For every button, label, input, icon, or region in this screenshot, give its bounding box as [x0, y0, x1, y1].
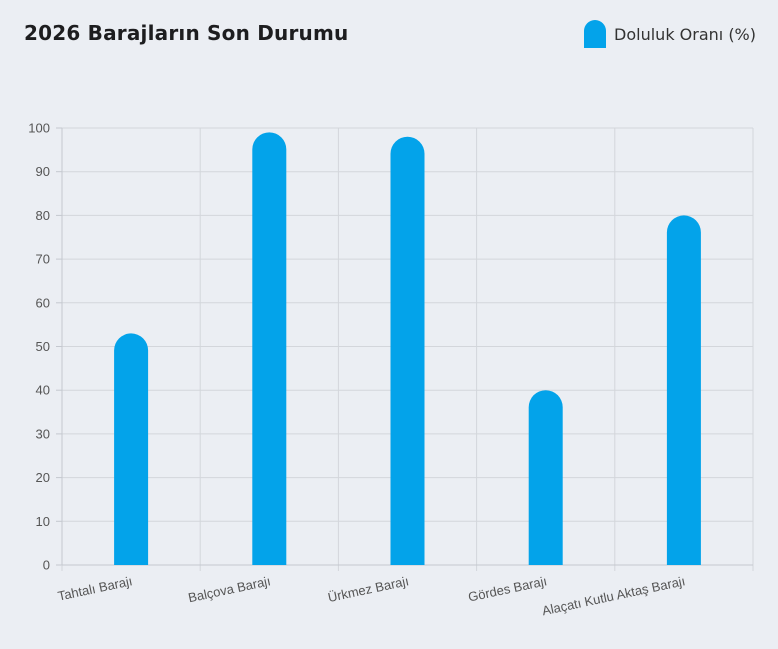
legend-label: Doluluk Oranı (%) — [614, 24, 756, 44]
y-tick-label: 40 — [36, 383, 50, 398]
chart-title: 2026 Barajların Son Durumu — [24, 21, 349, 45]
y-tick-label: 100 — [28, 121, 50, 136]
x-tick-label: Tahtalı Barajı — [56, 573, 133, 603]
y-tick-label: 50 — [36, 339, 50, 354]
y-tick-label: 20 — [36, 470, 50, 485]
x-tick-label: Ürkmez Barajı — [326, 573, 410, 605]
x-tick-label: Gördes Barajı — [467, 573, 549, 604]
y-tick-label: 30 — [36, 426, 50, 441]
x-tick-label: Balçova Barajı — [187, 573, 272, 605]
bar — [390, 136, 425, 566]
y-tick-label: 60 — [36, 295, 50, 310]
bar — [252, 132, 287, 565]
y-tick-label: 80 — [36, 208, 50, 223]
bar — [114, 333, 149, 565]
y-tick-label: 70 — [36, 252, 50, 267]
bar — [666, 215, 701, 565]
bar — [528, 390, 563, 565]
y-tick-label: 0 — [43, 558, 50, 573]
legend-swatch — [584, 20, 607, 48]
y-tick-label: 10 — [36, 514, 50, 529]
y-tick-label: 90 — [36, 164, 50, 179]
legend[interactable]: Doluluk Oranı (%) — [584, 20, 756, 48]
x-tick-label: Alaçatı Kutlu Aktaş Barajı — [541, 573, 687, 618]
